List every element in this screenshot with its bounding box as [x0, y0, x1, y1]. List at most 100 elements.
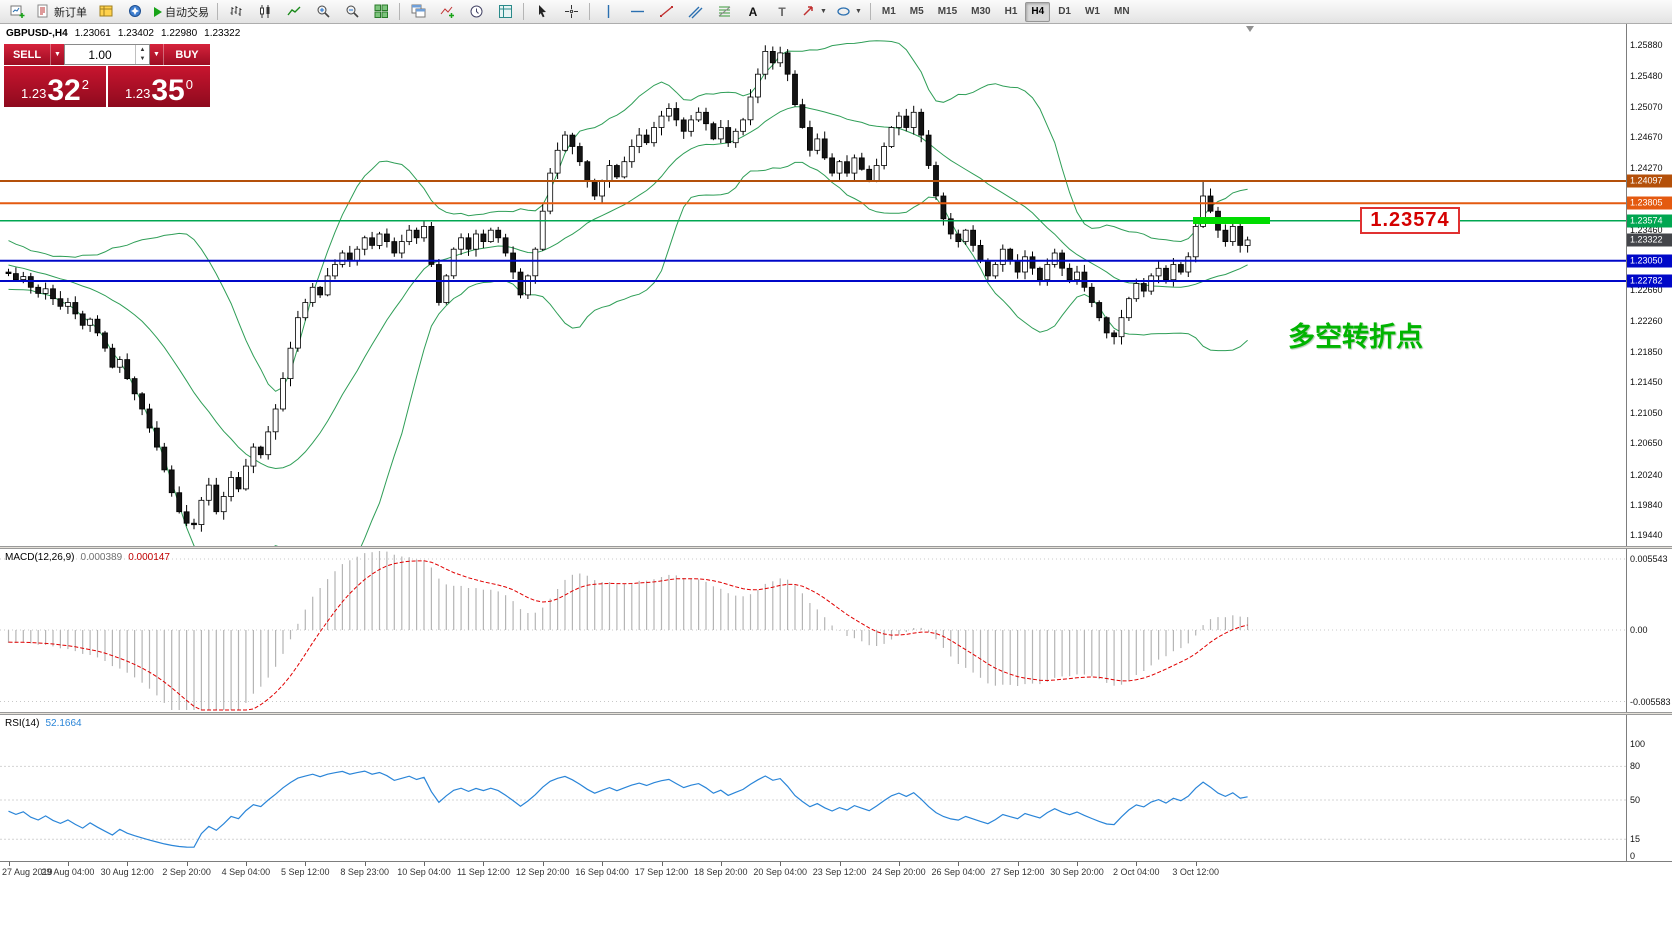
sell-price-box[interactable]: 1.23 32 2	[4, 66, 106, 107]
buy-dropdown[interactable]: ▼	[150, 44, 164, 65]
volume-input[interactable]: 1.00	[88, 47, 112, 62]
horizontal-line-tool-button[interactable]	[623, 1, 651, 23]
time-axis-label: 5 Sep 12:00	[281, 867, 330, 877]
time-axis-label: 8 Sep 23:00	[340, 867, 389, 877]
price-axis[interactable]: 1.25880 1.25480 1.25070 1.24670 1.24270 1.234…	[1626, 24, 1672, 546]
buy-button[interactable]: BUY	[164, 44, 210, 65]
volume-stepper[interactable]: ▲ ▼	[135, 45, 149, 64]
price-tag: 1.23805	[1627, 196, 1672, 210]
timeframe-m1[interactable]: M1	[881, 5, 896, 17]
zoom-out-button[interactable]	[338, 1, 366, 23]
price-axis-label: 1.23460	[1630, 224, 1663, 235]
macd-axis-label: 0.005543	[1630, 554, 1668, 564]
crosshair-tool-button[interactable]	[557, 1, 585, 23]
time-axis-label: 30 Aug 12:00	[100, 867, 154, 877]
rsi-name: RSI(14)	[5, 718, 40, 729]
fibonacci-tool-button[interactable]	[710, 1, 738, 23]
templates-icon	[498, 5, 512, 18]
symbol-ohlc-header: GBPUSD-,H4 1.23061 1.23402 1.22980 1.233…	[6, 28, 240, 39]
indicators-button[interactable]	[433, 1, 461, 23]
timeframe-h4[interactable]: H4	[1025, 1, 1051, 22]
time-axis-label: 4 Sep 04:00	[221, 867, 271, 877]
timeframe-h1[interactable]: H1	[1004, 5, 1018, 17]
timeframe-m30[interactable]: M30	[971, 5, 991, 17]
support-highlight-segment[interactable]	[1193, 217, 1270, 225]
macd-axis[interactable]: 0.005543 0.00 -0.005583	[1626, 549, 1672, 712]
toolbar-separator	[523, 3, 524, 20]
rsi-axis-label: 0	[1630, 851, 1636, 861]
time-axis[interactable]: 27 Aug 2019 29 Aug 04:00 30 Aug 12:00 2 Sep…	[0, 861, 1672, 942]
rsi-svg	[0, 765, 1626, 848]
navigator-icon	[128, 5, 141, 17]
macd-value-signal: 0.000147	[128, 552, 170, 563]
price-axis-label: 1.21450	[1630, 377, 1663, 388]
tile-windows-button[interactable]	[367, 1, 395, 23]
macd-panel[interactable]: MACD(12,26,9) 0.000389 0.000147	[0, 549, 1626, 712]
timeframe-m5[interactable]: M5	[909, 5, 924, 17]
new-order-button[interactable]: 新订单	[32, 1, 91, 23]
buy-price-prefix: 1.23	[125, 86, 151, 101]
timeframe-m15[interactable]: M15	[937, 5, 958, 17]
arrows-tool-button[interactable]: ▼	[797, 1, 831, 23]
timeframe-d1[interactable]: D1	[1058, 5, 1071, 17]
panel-separator[interactable]	[0, 546, 1672, 549]
one-click-trade-panel: SELL ▼ 1.00 ▲ ▼ ▼ BUY 1.23 32 2 1.23 35 0	[4, 44, 210, 107]
bollinger-bands	[8, 40, 1248, 546]
trendline-icon	[659, 6, 673, 17]
channel-tool-button[interactable]	[681, 1, 709, 23]
market-watch-button[interactable]	[92, 1, 120, 23]
label-tool-icon: T	[778, 4, 786, 19]
shapes-tool-button[interactable]: ▼	[832, 1, 866, 23]
periods-button[interactable]	[462, 1, 490, 23]
vertical-line-tool-button[interactable]	[594, 1, 622, 23]
sell-dropdown[interactable]: ▼	[50, 44, 64, 65]
candle-chart-type-button[interactable]	[251, 1, 279, 23]
time-axis-label: 12 Sep 20:00	[515, 867, 570, 877]
line-chart-type-button[interactable]	[280, 1, 308, 23]
cascade-windows-button[interactable]	[404, 1, 432, 23]
volume-box: 1.00 ▲ ▼	[64, 44, 150, 65]
zoom-in-button[interactable]	[309, 1, 337, 23]
time-tick	[958, 862, 960, 866]
panel-separator[interactable]	[0, 712, 1672, 715]
rsi-axis[interactable]: 100 80 50 15 0	[1626, 715, 1672, 861]
time-axis-label: 27 Aug 2019	[2, 867, 53, 877]
turning-point-annotation[interactable]: 多空转折点	[1288, 322, 1423, 352]
price-axis-label: 1.20650	[1630, 438, 1663, 449]
templates-button[interactable]	[491, 1, 519, 23]
sell-price-sup: 2	[81, 77, 89, 92]
timeframe-w1[interactable]: W1	[1084, 5, 1100, 17]
toolbar-separator	[869, 3, 871, 20]
ohlc-high: 1.23402	[117, 28, 154, 39]
chart-shift-marker	[1246, 26, 1254, 32]
rsi-panel[interactable]: RSI(14) 52.1664	[0, 715, 1626, 861]
navigator-button[interactable]	[121, 1, 149, 23]
main-chart-svg	[0, 26, 1626, 546]
time-tick	[364, 862, 366, 866]
ohlc-open: 1.23061	[74, 28, 111, 39]
time-axis-label: 3 Oct 12:00	[1172, 867, 1219, 877]
volume-down-icon[interactable]: ▼	[139, 56, 146, 63]
sell-button[interactable]: SELL	[4, 44, 50, 65]
price-level-callout[interactable]: 1.23574	[1360, 207, 1460, 235]
buy-price-box[interactable]: 1.23 35 0	[108, 66, 210, 107]
price-tag: 1.24097	[1627, 174, 1672, 188]
bar-chart-type-button[interactable]	[222, 1, 250, 23]
text-tool-button[interactable]: A	[739, 1, 767, 23]
main-chart[interactable]: GBPUSD-,H4 1.23061 1.23402 1.22980 1.233…	[0, 24, 1626, 546]
trendline-tool-button[interactable]	[652, 1, 680, 23]
rsi-value: 52.1664	[45, 718, 82, 729]
line-chart-icon	[286, 6, 300, 16]
autotrading-label: 自动交易	[165, 6, 209, 19]
autotrading-play-icon	[154, 6, 162, 17]
sell-price-big: 32	[47, 73, 81, 107]
timeframe-group: M1 M5 M15 M30 H1 H4 D1 W1 MN	[875, 1, 1137, 22]
label-tool-button[interactable]: T	[768, 1, 796, 23]
horizontal-line-icon	[630, 10, 644, 13]
volume-up-icon[interactable]: ▲	[139, 46, 146, 53]
time-tick	[1017, 862, 1019, 866]
cursor-tool-button[interactable]	[528, 1, 556, 23]
new-chart-button[interactable]	[3, 1, 31, 23]
timeframe-mn[interactable]: MN	[1113, 5, 1130, 17]
autotrading-button[interactable]: 自动交易	[150, 1, 213, 23]
